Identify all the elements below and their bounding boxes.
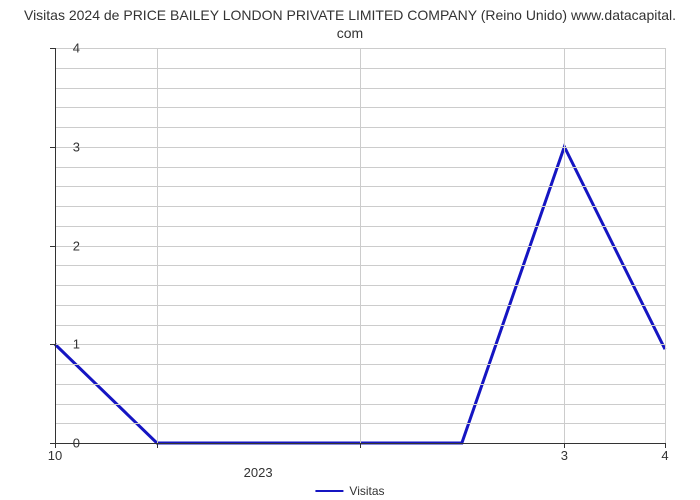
y-tick-label: 3 <box>60 139 80 154</box>
title-line1: Visitas 2024 de PRICE BAILEY LONDON PRIV… <box>24 7 676 23</box>
x-axis-year-label: 2023 <box>244 465 273 480</box>
chart-title: Visitas 2024 de PRICE BAILEY LONDON PRIV… <box>0 0 700 42</box>
legend: Visitas <box>315 484 384 498</box>
y-tick-label: 0 <box>60 436 80 451</box>
plot-area <box>55 48 665 443</box>
grid-v-minor <box>360 48 361 443</box>
y-axis <box>55 48 56 443</box>
grid-v <box>665 48 666 443</box>
legend-label: Visitas <box>349 484 384 498</box>
chart-container: Visitas 2024 de PRICE BAILEY LONDON PRIV… <box>0 0 700 500</box>
y-tick-label: 1 <box>60 337 80 352</box>
legend-swatch <box>315 490 343 492</box>
x-axis <box>55 443 665 444</box>
title-line2: com <box>337 25 363 41</box>
y-tick-label: 4 <box>60 41 80 56</box>
x-tick-label: 4 <box>661 448 668 463</box>
x-tick-label: 3 <box>561 448 568 463</box>
y-tick-label: 2 <box>60 238 80 253</box>
x-tick-label: 10 <box>48 448 62 463</box>
grid-v-minor <box>157 48 158 443</box>
grid-v <box>564 48 565 443</box>
